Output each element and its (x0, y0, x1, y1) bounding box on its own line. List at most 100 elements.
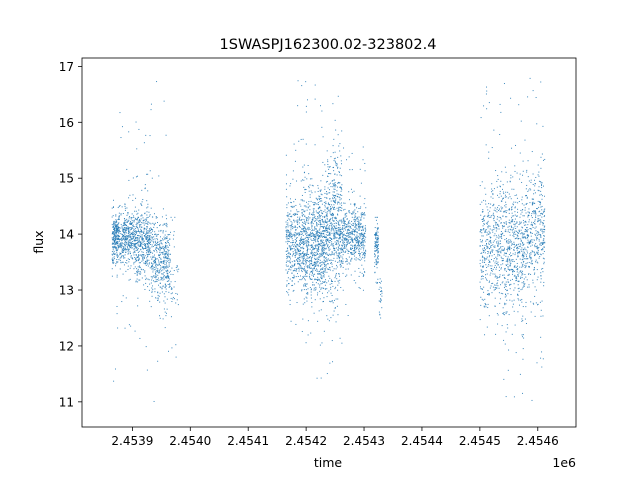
data-point (333, 237, 335, 239)
data-point (168, 263, 170, 265)
data-point (499, 302, 501, 304)
data-point (114, 234, 116, 236)
data-point (149, 267, 151, 269)
data-point (486, 206, 488, 208)
data-point (341, 163, 343, 165)
data-point (338, 171, 340, 173)
data-point (520, 240, 522, 242)
data-point (492, 273, 494, 275)
data-point (517, 284, 519, 286)
data-point (173, 231, 175, 233)
data-point (358, 253, 360, 255)
data-point (318, 204, 320, 206)
data-point (308, 227, 310, 229)
data-point (339, 203, 341, 205)
data-point (488, 151, 490, 153)
data-point (163, 275, 165, 277)
data-point (118, 217, 120, 219)
data-point (513, 283, 515, 285)
data-point (325, 268, 327, 270)
data-point (118, 259, 120, 261)
data-point (333, 225, 335, 227)
data-point (308, 213, 310, 215)
data-point (353, 203, 355, 205)
data-point (340, 230, 342, 232)
data-point (521, 236, 523, 238)
data-point (132, 242, 134, 244)
data-point (169, 284, 171, 286)
data-point (357, 241, 359, 243)
data-point (312, 253, 314, 255)
data-point (129, 223, 131, 225)
data-point (126, 220, 128, 222)
data-point (503, 287, 505, 289)
data-point (112, 261, 114, 263)
data-point (518, 224, 520, 226)
data-point (158, 256, 160, 258)
data-point (350, 247, 352, 249)
data-point (347, 268, 349, 270)
data-point (295, 255, 297, 257)
data-point (357, 228, 359, 230)
data-point (326, 213, 328, 215)
data-point (322, 252, 324, 254)
data-point (337, 182, 339, 184)
data-point (364, 227, 366, 229)
data-point (316, 203, 318, 205)
data-point (157, 268, 159, 270)
data-point (321, 255, 323, 257)
data-point (507, 289, 509, 291)
data-point (162, 253, 164, 255)
data-point (285, 236, 287, 238)
data-point (301, 212, 303, 214)
data-point (123, 229, 125, 231)
data-point (490, 237, 491, 239)
data-point (358, 244, 360, 246)
data-point (332, 361, 334, 363)
data-point (518, 287, 520, 289)
data-point (165, 270, 167, 272)
data-point (493, 217, 495, 219)
data-point (339, 279, 341, 281)
data-point (337, 213, 339, 215)
data-point (508, 281, 510, 283)
data-point (362, 240, 364, 242)
data-point (162, 245, 164, 247)
data-point (504, 304, 506, 306)
data-point (148, 279, 150, 281)
data-point (128, 258, 130, 260)
data-point (143, 232, 145, 234)
data-point (359, 224, 361, 226)
data-point (364, 256, 366, 258)
data-point (319, 198, 321, 200)
data-point (508, 219, 510, 221)
data-point (303, 186, 305, 188)
data-point (121, 234, 123, 236)
data-point (339, 237, 341, 239)
data-point (316, 268, 317, 270)
data-point (483, 250, 485, 252)
data-point (161, 270, 163, 272)
data-point (482, 229, 484, 231)
data-point (318, 273, 320, 275)
data-point (147, 250, 149, 252)
data-point (341, 210, 343, 212)
data-point (159, 282, 161, 284)
data-point (112, 249, 114, 251)
data-point (141, 243, 143, 245)
data-point (517, 265, 518, 267)
data-point (377, 239, 379, 241)
data-point (321, 212, 323, 214)
data-point (362, 241, 364, 243)
data-point (297, 253, 299, 255)
data-point (304, 210, 306, 212)
data-point (125, 219, 127, 221)
data-point (525, 306, 527, 308)
data-point (113, 252, 115, 254)
data-point (322, 253, 324, 255)
data-point (481, 255, 483, 257)
data-point (115, 215, 117, 217)
data-point (347, 236, 349, 238)
data-point (523, 236, 525, 238)
data-point (524, 247, 526, 249)
